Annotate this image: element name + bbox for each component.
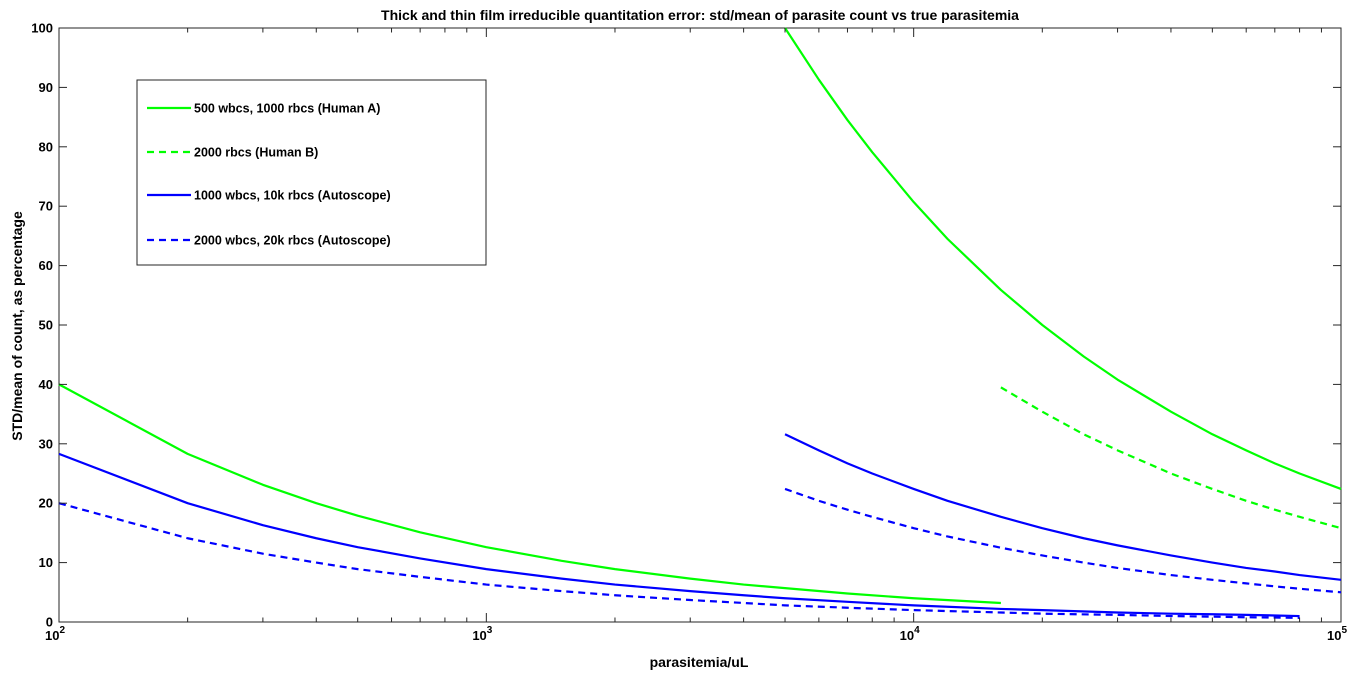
chart-title: Thick and thin film irreducible quantita… xyxy=(381,7,1019,23)
y-tick-label: 20 xyxy=(39,496,53,511)
series-line xyxy=(1000,386,1342,530)
y-tick-label: 80 xyxy=(39,139,53,154)
legend-label: 2000 wbcs, 20k rbcs (Autoscope) xyxy=(194,234,391,248)
series-2 xyxy=(58,433,1342,618)
x-axis-label: parasitemia/uL xyxy=(650,654,749,670)
y-tick-label: 70 xyxy=(39,199,53,214)
legend-box xyxy=(136,79,487,266)
series-1 xyxy=(1000,386,1342,530)
x-tick-label: 104 xyxy=(900,625,920,643)
series-line xyxy=(58,452,1300,618)
y-tick-label: 100 xyxy=(31,21,53,36)
series-line xyxy=(784,433,1342,581)
x-tick-exponent: 3 xyxy=(487,625,493,636)
legend-label: 500 wbcs, 1000 rbcs (Human A) xyxy=(194,102,380,116)
y-tick-label: 50 xyxy=(39,318,53,333)
series-layer xyxy=(58,27,1342,619)
y-tick-label: 60 xyxy=(39,258,53,273)
y-tick-label: 0 xyxy=(46,615,53,630)
legend: 500 wbcs, 1000 rbcs (Human A) 2000 rbcs (… xyxy=(136,79,487,266)
x-tick-label: 102 xyxy=(45,625,65,643)
series-line xyxy=(58,502,1300,619)
legend-label: 1000 wbcs, 10k rbcs (Autoscope) xyxy=(194,189,391,203)
series-line xyxy=(58,383,1001,605)
y-tick-label: 90 xyxy=(39,80,53,95)
x-tick-base: 10 xyxy=(45,628,59,643)
y-tick-label: 30 xyxy=(39,436,53,451)
series-3 xyxy=(58,487,1342,619)
y-axis-label: STD/mean of count, as percentage xyxy=(9,211,25,441)
y-tick-label: 10 xyxy=(39,555,53,570)
x-tick-label: 103 xyxy=(472,625,492,643)
series-line xyxy=(784,27,1342,490)
x-tick-base: 10 xyxy=(900,628,914,643)
y-tick-label: 40 xyxy=(39,377,53,392)
x-tick-label: 105 xyxy=(1327,625,1347,643)
legend-label: 2000 rbcs (Human B) xyxy=(194,146,318,160)
x-tick-exponent: 2 xyxy=(59,625,65,636)
x-tick-exponent: 4 xyxy=(914,625,920,636)
x-tick-exponent: 5 xyxy=(1341,625,1347,636)
x-tick-base: 10 xyxy=(1327,628,1341,643)
series-line xyxy=(784,487,1342,594)
x-tick-base: 10 xyxy=(472,628,486,643)
series-0 xyxy=(58,27,1342,605)
